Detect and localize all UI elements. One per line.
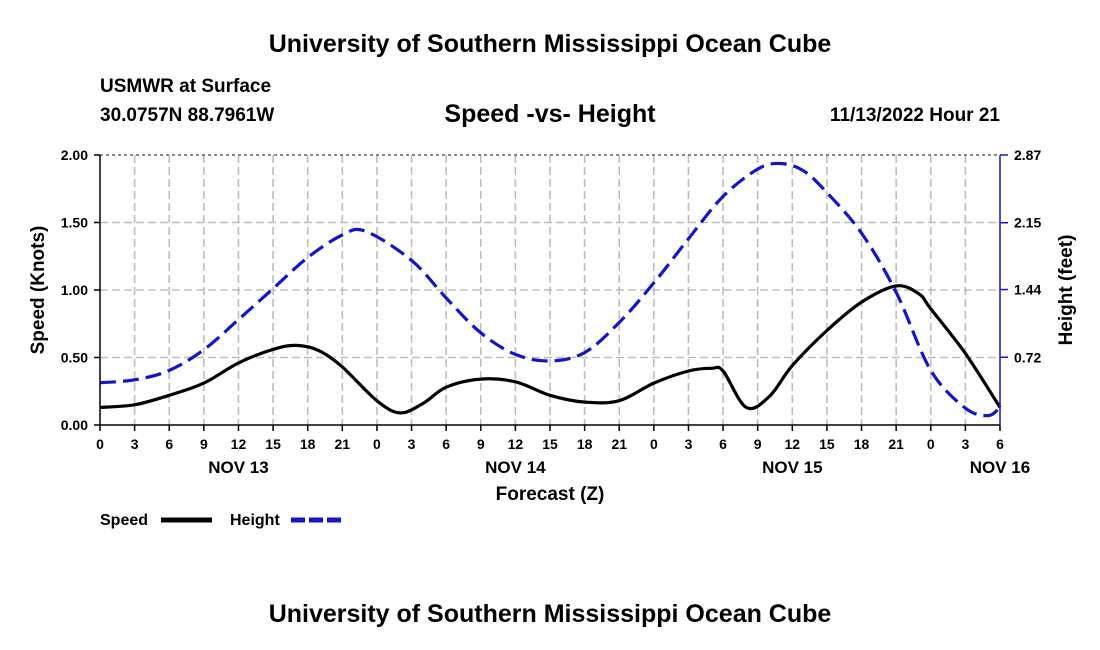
x-tick-label: 6 bbox=[719, 436, 727, 452]
y-right-tick-label: 1.44 bbox=[1014, 282, 1041, 298]
footer-title: University of Southern Mississippi Ocean… bbox=[268, 600, 832, 628]
x-tick-label: 21 bbox=[335, 436, 351, 452]
station-coordinates: 30.0757N 88.7961W bbox=[100, 105, 275, 126]
y-right-tick-label: 2.15 bbox=[1014, 215, 1041, 231]
grid bbox=[100, 154, 1000, 425]
x-tick-label: 9 bbox=[477, 436, 485, 452]
height-series-line bbox=[99, 161, 1002, 418]
x-tick-label: 3 bbox=[961, 436, 969, 452]
speed-series-line bbox=[99, 284, 1002, 415]
y-tick-label: 1.00 bbox=[61, 282, 88, 298]
x-tick-label: 9 bbox=[200, 436, 208, 452]
x-tick-label: 0 bbox=[373, 436, 381, 452]
x-tick-label: 3 bbox=[685, 436, 693, 452]
x-tick-label: 0 bbox=[650, 436, 658, 452]
x-tick-label: 0 bbox=[96, 436, 104, 452]
y-right-axis-title: Height (feet) bbox=[1056, 235, 1077, 346]
x-tick-label: 12 bbox=[785, 436, 801, 452]
station-name: USMWR at Surface bbox=[100, 76, 272, 97]
legend-speed-label: Speed bbox=[100, 512, 148, 529]
x-tick-label: 6 bbox=[996, 436, 1004, 452]
x-date-label: NOV 16 bbox=[970, 458, 1030, 477]
x-tick-label: 18 bbox=[854, 436, 870, 452]
x-tick-label: 15 bbox=[265, 436, 281, 452]
y-tick-label: 1.50 bbox=[61, 215, 88, 231]
x-tick-label: 12 bbox=[508, 436, 524, 452]
x-tick-label: 18 bbox=[300, 436, 316, 452]
y-right-tick-label: 2.87 bbox=[1014, 147, 1041, 163]
x-date-label: NOV 14 bbox=[485, 458, 546, 477]
legend: Speed Height bbox=[100, 512, 342, 529]
x-tick-label: 6 bbox=[165, 436, 173, 452]
x-tick-label: 3 bbox=[408, 436, 416, 452]
series-lines bbox=[99, 161, 1002, 418]
y-axis-title: Speed (Knots) bbox=[28, 226, 49, 355]
forecast-datetime: 11/13/2022 Hour 21 bbox=[829, 105, 1000, 126]
x-date-label: NOV 13 bbox=[208, 458, 268, 477]
legend-height-label: Height bbox=[230, 512, 280, 529]
axis-labels: 0 3 6 9 12 15 18 21 0 3 6 9 12 15 18 21 0 3 6 9 12 15 18 21 0 3 6 N… bbox=[28, 147, 1077, 505]
y-right-tick-label: 0.72 bbox=[1014, 349, 1041, 365]
axes bbox=[94, 154, 1008, 431]
x-tick-label: 0 bbox=[927, 436, 935, 452]
y-tick-label: 0.50 bbox=[61, 350, 88, 366]
x-tick-label: 3 bbox=[131, 436, 139, 452]
x-tick-label: 21 bbox=[611, 436, 627, 452]
x-tick-label: 21 bbox=[888, 436, 904, 452]
x-axis-title: Forecast (Z) bbox=[496, 484, 605, 505]
x-tick-label: 6 bbox=[442, 436, 450, 452]
chart-subtitle: Speed -vs- Height bbox=[444, 100, 656, 128]
x-date-label: NOV 15 bbox=[762, 458, 822, 477]
x-tick-label: 15 bbox=[542, 436, 558, 452]
page-title: University of Southern Mississippi Ocean… bbox=[268, 30, 832, 58]
x-tick-label: 18 bbox=[577, 436, 593, 452]
x-tick-label: 15 bbox=[819, 436, 835, 452]
y-tick-label: 2.00 bbox=[61, 147, 88, 163]
x-tick-label: 9 bbox=[754, 436, 762, 452]
x-tick-label: 12 bbox=[231, 436, 247, 452]
y-tick-label: 0.00 bbox=[61, 417, 88, 433]
